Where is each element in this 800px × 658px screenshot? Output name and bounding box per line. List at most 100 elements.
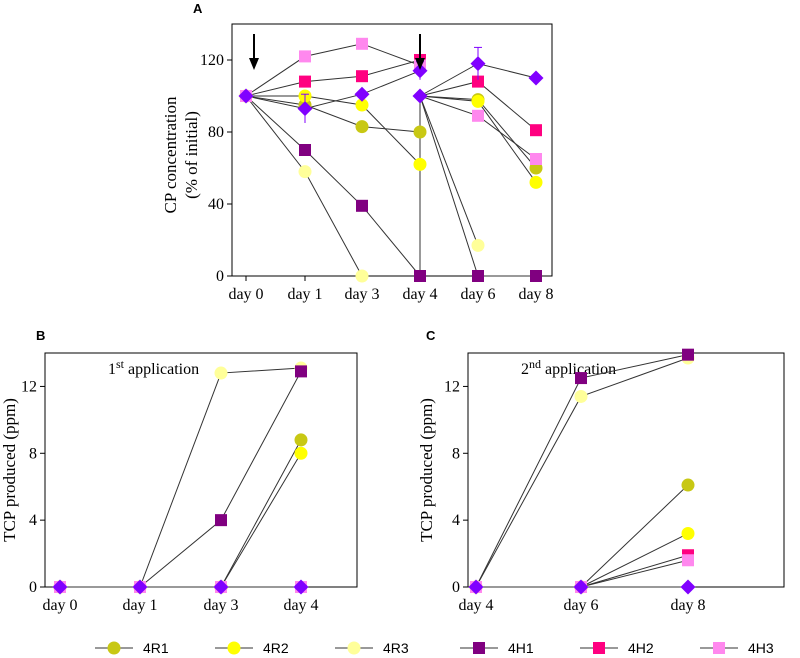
point-4h1 xyxy=(530,270,542,282)
point-4h2 xyxy=(472,75,484,88)
y-tick-label: 4 xyxy=(29,512,37,529)
x-tick-label: day 6 xyxy=(563,597,598,614)
point-control xyxy=(468,579,484,595)
point-4h3 xyxy=(472,109,484,122)
point-4h1 xyxy=(295,365,307,378)
y-tick-label: 0 xyxy=(216,268,224,285)
y-tick-label: 80 xyxy=(208,124,224,141)
x-tick-label: day 4 xyxy=(402,286,437,303)
series-line-4r2-second xyxy=(419,95,537,183)
point-4r1 xyxy=(355,120,369,134)
y-tick-label: 12 xyxy=(444,378,460,395)
point-4h1 xyxy=(472,270,484,282)
point-4r1 xyxy=(681,478,695,492)
legend-marker-4h3 xyxy=(713,642,725,654)
point-4r3 xyxy=(298,165,312,179)
point-4r1 xyxy=(294,433,308,447)
series-line-4h1 xyxy=(245,95,421,277)
point-4r1 xyxy=(413,125,427,139)
application-arrow-head xyxy=(249,58,259,70)
point-control-restart xyxy=(412,88,428,104)
series-line-4r3 xyxy=(245,95,363,277)
point-4r2 xyxy=(681,527,695,541)
panel-b-frame xyxy=(44,352,358,588)
x-tick-label: day 0 xyxy=(42,597,77,614)
legend-label-4h1: 4H1 xyxy=(508,640,534,656)
point-4h3 xyxy=(299,50,311,63)
x-tick-label: day 6 xyxy=(460,286,495,303)
panel-b: B 1st application 0 4 8 12 day 0 day 1 day 3 d… xyxy=(0,328,358,614)
series-line-4h2 xyxy=(245,59,421,97)
panel-c-ylabel: TCP produced (ppm) xyxy=(417,398,436,542)
series-line-4r1 xyxy=(245,95,421,133)
series-line-4r2 xyxy=(246,95,421,165)
point-control xyxy=(293,579,309,595)
point-4h1 xyxy=(299,144,311,156)
panel-a: A 0 40 80 120 day 0 day 1 day 3 day 4 day 6 day … xyxy=(161,1,554,303)
legend-label-4r2: 4R2 xyxy=(263,640,289,656)
point-control xyxy=(573,579,589,595)
point-control xyxy=(354,86,370,102)
series-line-control xyxy=(245,70,421,110)
panel-c-letter: C xyxy=(426,328,436,343)
point-control xyxy=(213,579,229,595)
legend-marker-4h1 xyxy=(473,642,485,654)
point-4r3 xyxy=(471,238,485,252)
point-4r2 xyxy=(355,98,369,112)
point-4r3 xyxy=(214,366,228,380)
point-4r2 xyxy=(529,175,543,189)
point-4h1 xyxy=(356,199,368,212)
legend-label-4r1: 4R1 xyxy=(143,640,169,656)
series-line-4r2 xyxy=(476,533,689,588)
point-control xyxy=(680,579,696,595)
series-line-4r3-second xyxy=(419,95,479,246)
panel-c-annotation: 2nd application xyxy=(521,357,616,378)
series-line-4h1 xyxy=(475,354,689,588)
y-tick-label: 4 xyxy=(452,512,460,529)
y-tick-label: 8 xyxy=(452,445,460,462)
x-tick-label: day 0 xyxy=(228,286,263,303)
panel-b-letter: B xyxy=(36,328,45,343)
legend-label-4r3: 4R3 xyxy=(383,640,409,656)
x-tick-label: day 8 xyxy=(670,597,705,614)
legend-marker-4r1 xyxy=(107,641,121,655)
y-tick-label: 40 xyxy=(208,196,224,213)
point-control xyxy=(132,579,148,595)
point-4h1 xyxy=(215,514,227,527)
y-tick-label: 0 xyxy=(452,579,460,596)
y-tick-label: 0 xyxy=(29,579,37,596)
point-4h2 xyxy=(299,75,311,88)
point-4r3 xyxy=(355,269,369,283)
legend-marker-4h2 xyxy=(593,642,605,654)
panel-a-ylabel-line1: CP concentration xyxy=(161,96,180,213)
legend-label-4h2: 4H2 xyxy=(628,640,654,656)
legend: 4R14R24R34H14H24H3Control xyxy=(95,640,774,656)
x-tick-label: day 3 xyxy=(344,286,379,303)
point-4r2 xyxy=(471,94,485,108)
y-tick-label: 12 xyxy=(21,378,37,395)
panel-a-frame xyxy=(231,23,553,277)
point-control xyxy=(238,88,254,104)
point-control xyxy=(528,70,544,86)
application-arrow-head xyxy=(415,58,425,70)
point-4h3 xyxy=(530,153,542,165)
panel-a-letter: A xyxy=(193,1,203,16)
panel-b-ylabel: TCP produced (ppm) xyxy=(0,398,19,542)
legend-label-4h3: 4H3 xyxy=(748,640,774,656)
series-line-4h3 xyxy=(245,43,421,97)
legend-marker-4r3 xyxy=(347,641,361,655)
point-4r2 xyxy=(413,157,427,171)
point-4h1 xyxy=(414,270,426,282)
point-4h3 xyxy=(682,554,694,567)
series-line-4r1 xyxy=(476,484,689,588)
point-4r3 xyxy=(574,389,588,403)
x-tick-label: day 3 xyxy=(203,597,238,614)
point-control xyxy=(52,579,68,595)
point-4h2 xyxy=(356,70,368,83)
x-tick-label: day 1 xyxy=(122,597,157,614)
point-4h3 xyxy=(356,37,368,50)
point-4h1 xyxy=(682,348,694,361)
panel-c-frame xyxy=(467,352,785,588)
